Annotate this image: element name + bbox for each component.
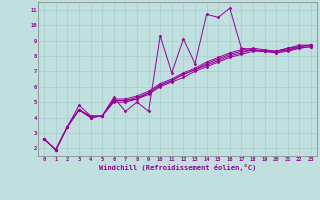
- X-axis label: Windchill (Refroidissement éolien,°C): Windchill (Refroidissement éolien,°C): [99, 164, 256, 171]
